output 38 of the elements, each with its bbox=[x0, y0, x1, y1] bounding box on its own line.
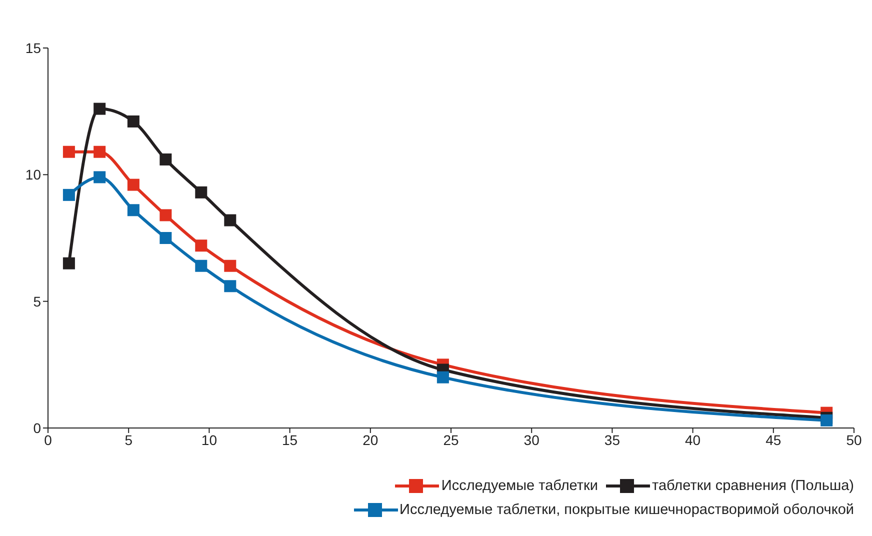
x-tick-label: 0 bbox=[44, 432, 52, 448]
x-tick-label: 5 bbox=[124, 432, 133, 448]
point bbox=[94, 146, 106, 158]
point bbox=[195, 186, 208, 198]
y-tick-label: 15 bbox=[25, 40, 42, 56]
point bbox=[224, 214, 236, 226]
legend-label: Исследуемые таблетки bbox=[441, 478, 598, 494]
point bbox=[160, 153, 172, 166]
y-tick-label: 0 bbox=[33, 420, 42, 436]
point bbox=[820, 414, 833, 426]
legend-label: Исследуемые таблетки, покрытые кишечнорастворимой оболочкой bbox=[400, 502, 854, 518]
point bbox=[127, 115, 140, 128]
point bbox=[160, 232, 172, 244]
point bbox=[127, 204, 140, 216]
x-tick-label: 15 bbox=[282, 432, 298, 448]
point bbox=[62, 257, 75, 270]
point bbox=[224, 260, 236, 272]
x-tick-label: 10 bbox=[201, 432, 218, 448]
point bbox=[127, 178, 140, 191]
x-tick-label: 40 bbox=[685, 432, 701, 448]
legend-label: таблетки сравнения (Польша) bbox=[652, 478, 854, 494]
point bbox=[94, 102, 106, 115]
x-tick-label: 35 bbox=[604, 432, 620, 448]
x-tick-label: 20 bbox=[362, 432, 378, 448]
x-tick-label: 30 bbox=[524, 432, 540, 448]
point bbox=[224, 280, 236, 292]
point bbox=[195, 240, 208, 252]
y-tick-label: 10 bbox=[25, 166, 42, 183]
x-tick-label: 25 bbox=[443, 432, 459, 448]
point bbox=[94, 171, 106, 184]
y-tick-label: 5 bbox=[33, 293, 42, 310]
x-tick-label: 50 bbox=[846, 432, 862, 448]
x-tick-label: 45 bbox=[766, 432, 782, 448]
point bbox=[160, 209, 172, 222]
point bbox=[62, 146, 75, 158]
point bbox=[436, 371, 449, 384]
point bbox=[62, 188, 75, 201]
point bbox=[195, 260, 208, 272]
